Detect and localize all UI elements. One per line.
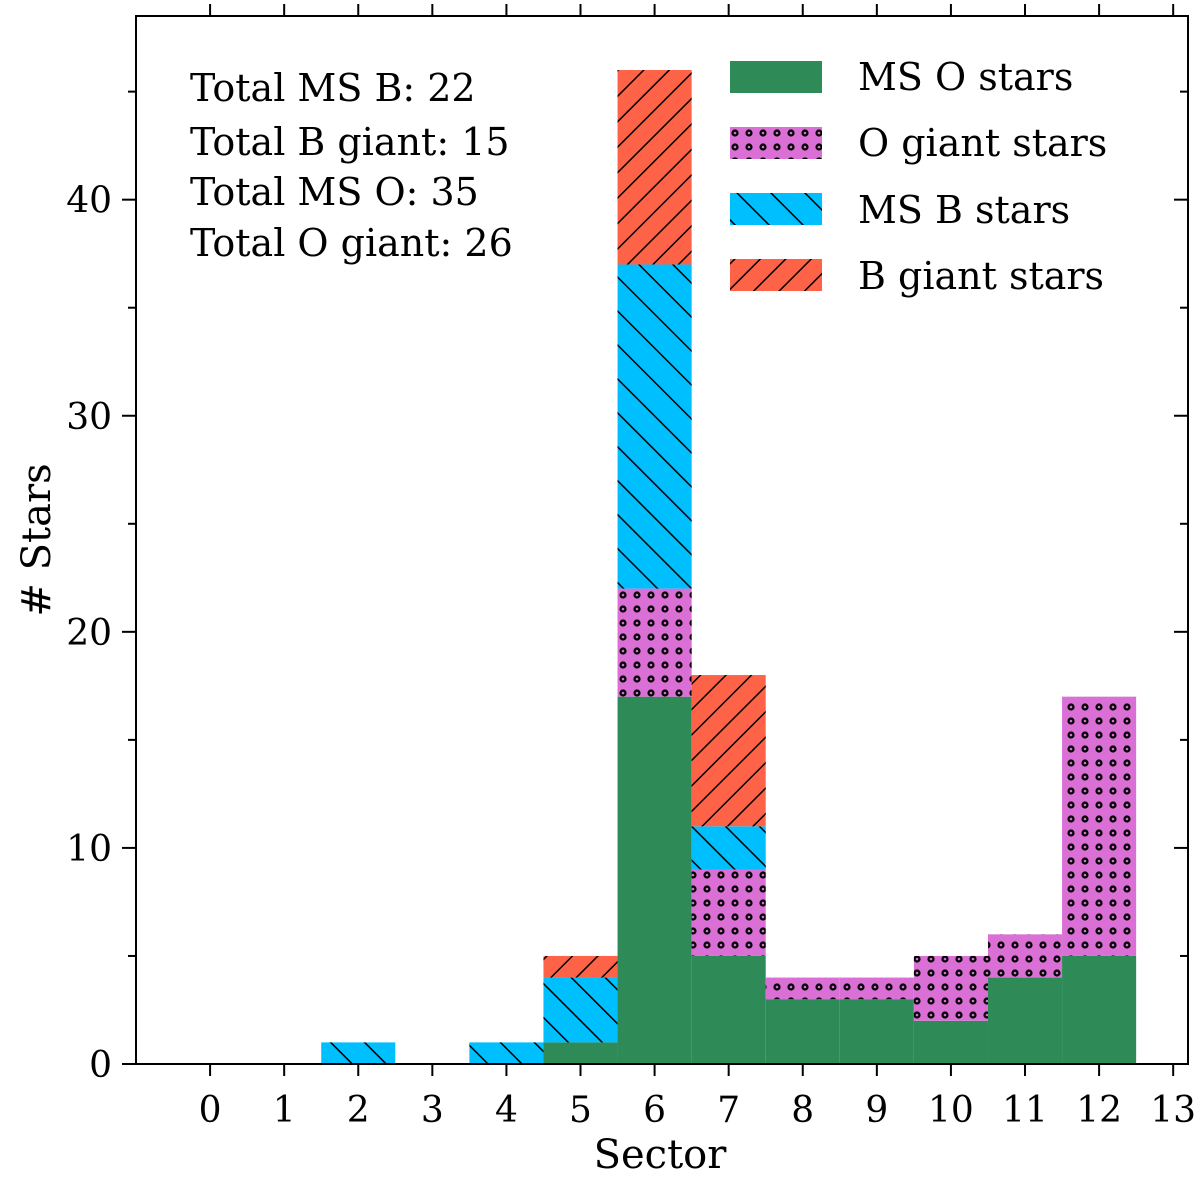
bar-ms_b-sector-4 xyxy=(469,1042,544,1064)
x-tick-label-1: 1 xyxy=(273,1090,296,1131)
legend-label-ms-o: MS O stars xyxy=(858,55,1073,99)
plot-frame xyxy=(135,15,1189,1065)
annotation-block: Total MS B: 22 Total B giant: 15 Total M… xyxy=(190,66,513,265)
bar-b_giant-sector-5 xyxy=(543,955,618,978)
legend-swatch-b-giant xyxy=(730,259,822,291)
bar-o_giant-sector-12 xyxy=(1062,696,1137,956)
x-tick-label-4: 4 xyxy=(495,1090,518,1131)
bar-o_giant-sector-10 xyxy=(913,955,988,1021)
bar-ms_o-sector-10-fill xyxy=(913,1020,988,1064)
annotation-total-b-giant: Total B giant: 15 xyxy=(190,120,510,164)
bar-ms_o-sector-8-fill xyxy=(765,999,840,1064)
y-tick-label-10: 10 xyxy=(66,829,112,870)
bars-layer xyxy=(321,70,1137,1064)
bar-ms_b-sector-2 xyxy=(321,1042,396,1064)
legend-swatch-ms-b xyxy=(730,193,822,225)
y-tick-label-30: 30 xyxy=(66,397,112,438)
bar-o_giant-sector-7 xyxy=(691,869,766,956)
x-tick-label-10: 10 xyxy=(928,1090,974,1131)
x-tick-label-2: 2 xyxy=(347,1090,370,1131)
bar-o_giant-sector-9 xyxy=(839,977,914,1000)
bar-ms_o-sector-9-fill xyxy=(839,999,914,1064)
bar-ms_o-sector-5-fill xyxy=(543,1042,618,1064)
x-tick-label-3: 3 xyxy=(421,1090,444,1131)
x-tick-label-8: 8 xyxy=(791,1090,814,1131)
x-tick-label-13: 13 xyxy=(1150,1090,1196,1131)
bar-ms_o-sector-11-fill xyxy=(987,977,1063,1064)
bar-ms_b-sector-6 xyxy=(617,264,692,589)
x-tick-label-5: 5 xyxy=(569,1090,592,1131)
x-axis-label: Sector xyxy=(594,1132,728,1178)
annotation-total-ms-b: Total MS B: 22 xyxy=(190,66,476,110)
legend: MS O stars O giant stars MS B stars B gi… xyxy=(730,55,1107,298)
legend-label-o-giant: O giant stars xyxy=(858,121,1107,165)
legend-swatch-o-giant xyxy=(730,127,822,159)
bar-ms_b-sector-5 xyxy=(543,977,618,1043)
x-tick-label-6: 6 xyxy=(643,1090,666,1131)
y-tick-label-40: 40 xyxy=(66,181,112,222)
legend-label-ms-b: MS B stars xyxy=(858,188,1070,232)
bar-o_giant-sector-11 xyxy=(987,934,1063,978)
x-tick-label-11: 11 xyxy=(1002,1090,1048,1131)
y-axis-label: # Stars xyxy=(14,463,60,616)
y-tick-label-20: 20 xyxy=(66,613,112,654)
x-tick-label-12: 12 xyxy=(1076,1090,1122,1131)
x-tick-label-7: 7 xyxy=(717,1090,740,1131)
annotation-total-ms-o: Total MS O: 35 xyxy=(190,170,479,214)
x-tick-label-9: 9 xyxy=(865,1090,888,1131)
y-tick-label-0: 0 xyxy=(89,1045,112,1086)
legend-label-b-giant: B giant stars xyxy=(858,254,1104,298)
bar-o_giant-sector-6 xyxy=(617,588,692,697)
legend-swatch-ms-o xyxy=(730,61,822,93)
x-tick-label-0: 0 xyxy=(199,1090,222,1131)
bar-ms_o-sector-6-fill xyxy=(617,696,692,1064)
annotation-total-o-giant: Total O giant: 26 xyxy=(190,221,513,265)
bar-b_giant-sector-7 xyxy=(691,675,766,827)
bar-ms_b-sector-7 xyxy=(691,826,766,870)
bar-o_giant-sector-8 xyxy=(765,977,840,1000)
bar-ms_o-sector-12-fill xyxy=(1062,955,1137,1064)
bar-b_giant-sector-6 xyxy=(617,70,692,265)
bar-ms_o-sector-7-fill xyxy=(691,955,766,1064)
